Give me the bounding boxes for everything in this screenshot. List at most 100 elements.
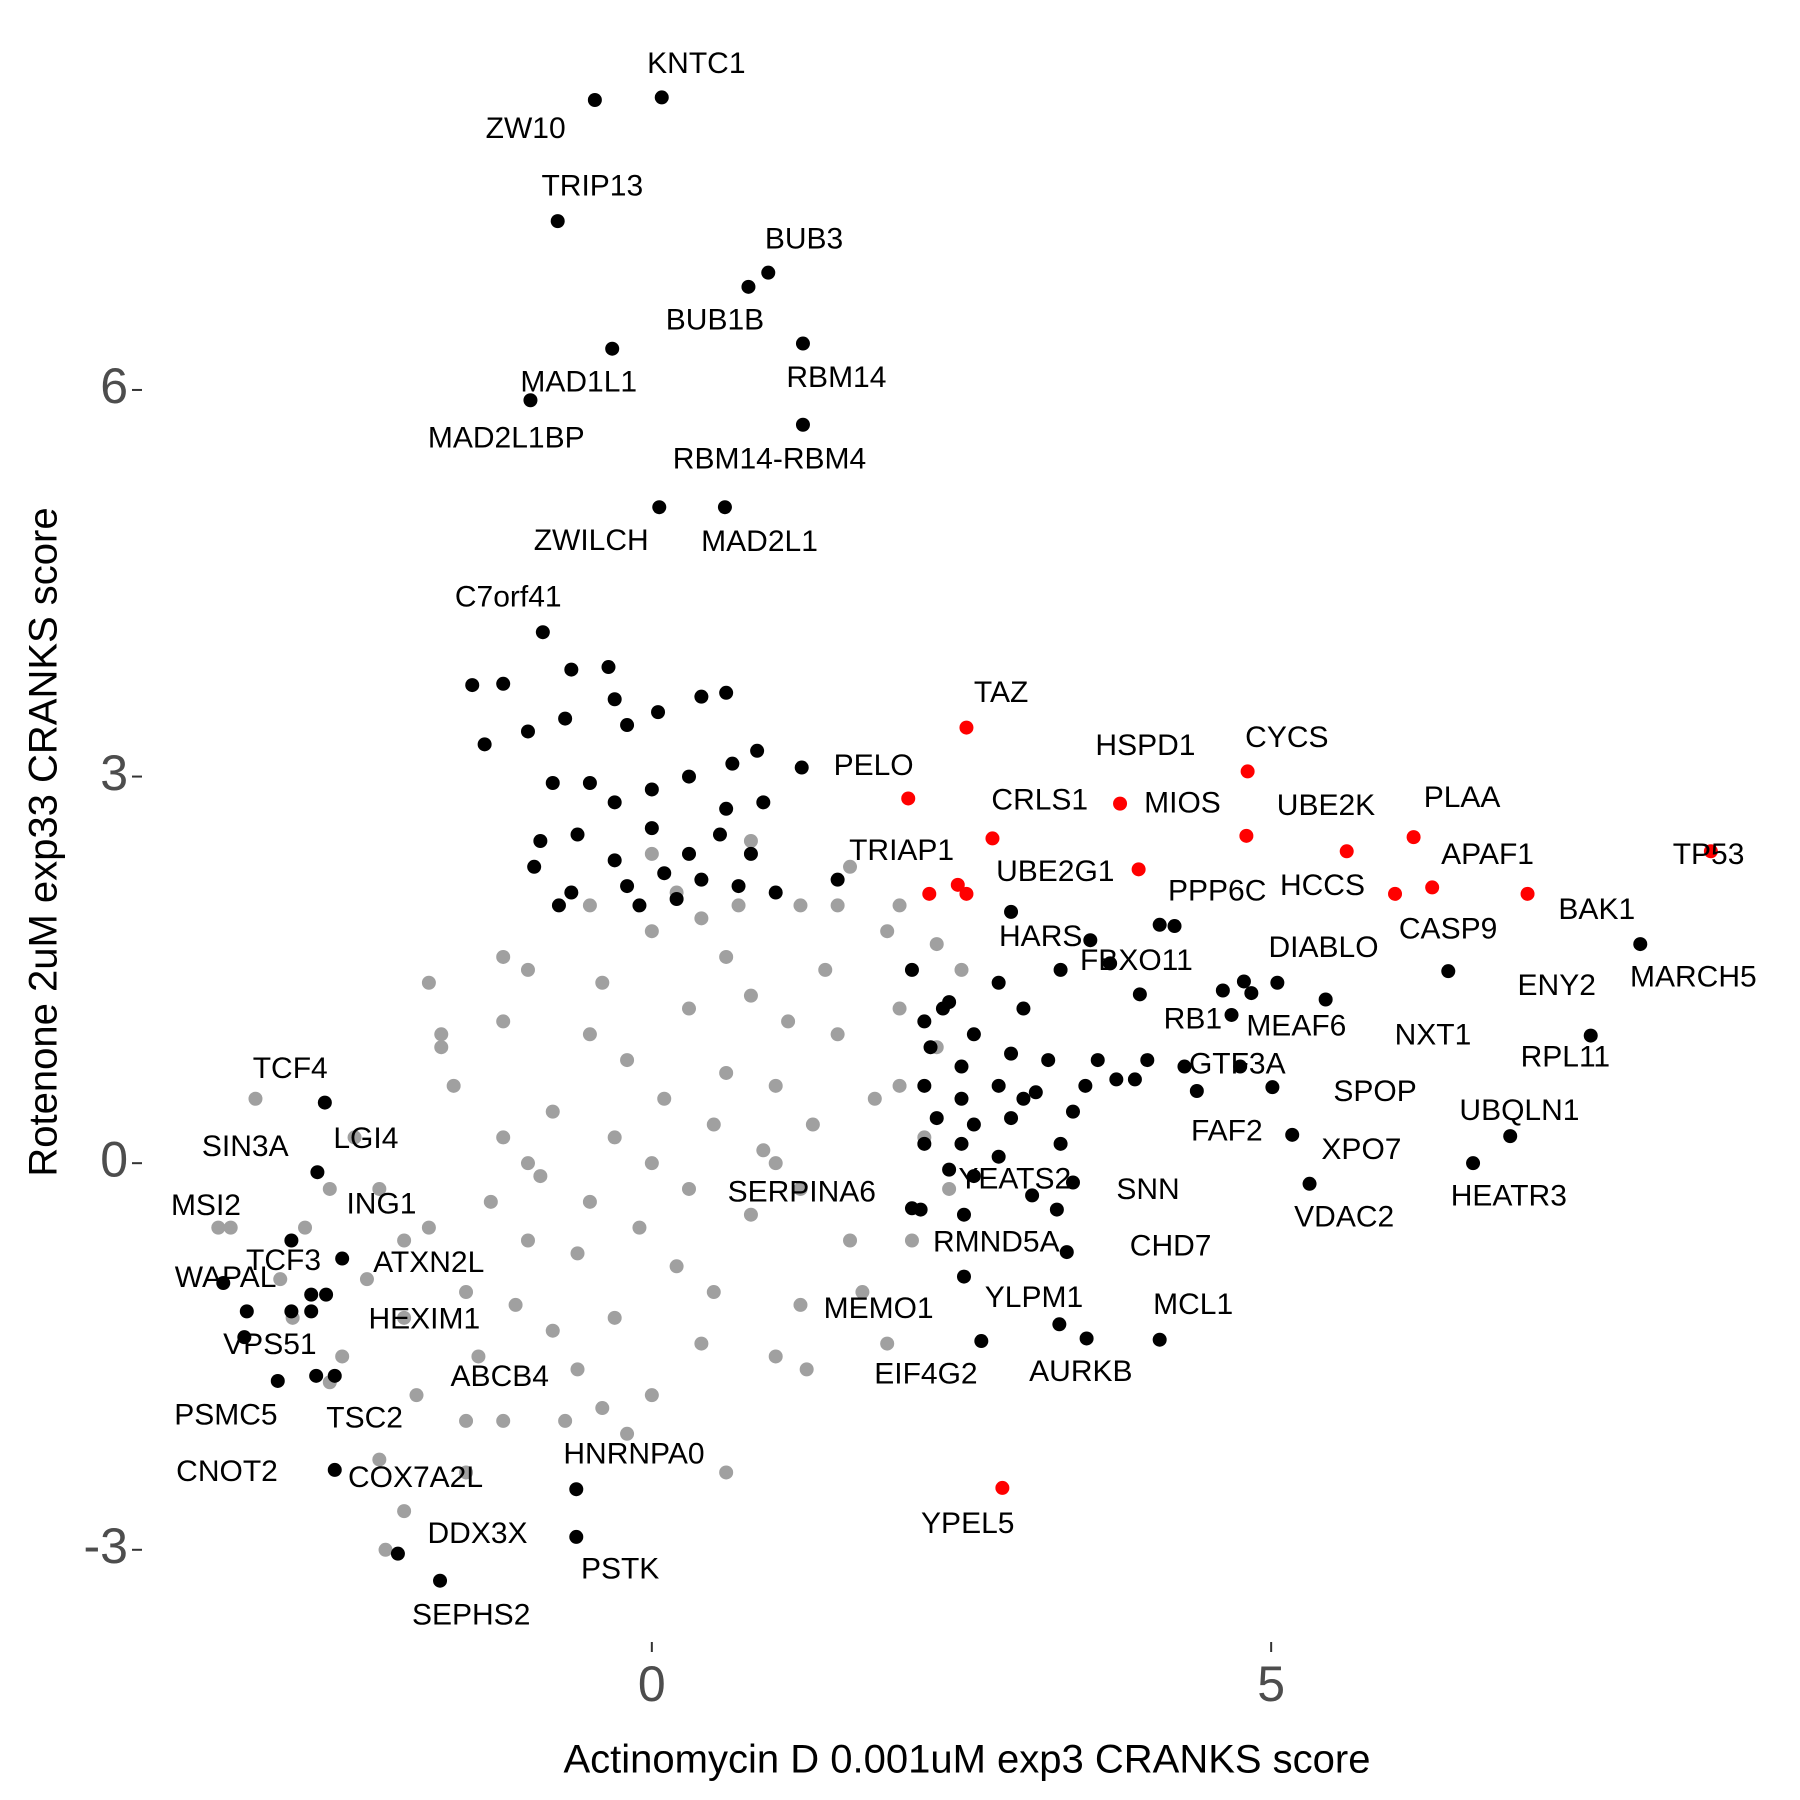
point	[935, 1001, 950, 1016]
point	[1466, 1156, 1481, 1171]
point	[954, 1059, 969, 1074]
point	[843, 1233, 858, 1248]
point	[347, 1130, 362, 1145]
point-label: KNTC1	[647, 47, 745, 80]
point	[651, 705, 666, 720]
point-label: ZWILCH	[534, 524, 649, 557]
point	[956, 1269, 971, 1284]
point	[533, 1169, 548, 1184]
point	[520, 1233, 535, 1248]
point	[1103, 956, 1118, 971]
point	[372, 1181, 387, 1196]
point-label: HARS	[999, 920, 1082, 953]
point	[830, 1027, 845, 1042]
point-label: TRIP13	[541, 170, 643, 203]
point	[496, 1413, 511, 1428]
point	[620, 718, 635, 733]
point	[1583, 1028, 1598, 1043]
point	[654, 90, 669, 105]
point	[327, 1462, 342, 1477]
point-label: RBM14	[786, 361, 886, 394]
point-label: WAPAL	[175, 1261, 277, 1294]
point	[950, 877, 965, 892]
point	[794, 760, 809, 775]
point	[743, 1207, 758, 1222]
point	[904, 962, 919, 977]
point	[304, 1287, 319, 1302]
point-label: UBE2K	[1277, 789, 1375, 822]
point-label: UBE2G1	[996, 855, 1114, 888]
point	[304, 1304, 319, 1319]
point	[904, 1233, 919, 1248]
point	[239, 1304, 254, 1319]
point-label: HCCS	[1280, 869, 1365, 902]
point	[1425, 880, 1440, 895]
point	[799, 1362, 814, 1377]
point	[644, 846, 659, 861]
point	[1339, 844, 1354, 859]
point-label: TSC2	[326, 1402, 403, 1435]
point	[892, 898, 907, 913]
point	[496, 1014, 511, 1029]
point	[558, 711, 573, 726]
point	[248, 1091, 263, 1106]
point-label: CASP9	[1399, 913, 1497, 946]
point	[901, 791, 916, 806]
point	[284, 1304, 299, 1319]
point-label: ING1	[346, 1188, 416, 1221]
point	[620, 1053, 635, 1068]
point	[880, 1336, 895, 1351]
point	[570, 827, 585, 842]
point	[712, 827, 727, 842]
point	[558, 1413, 573, 1428]
point-label: YEATS2	[958, 1162, 1071, 1195]
point	[644, 821, 659, 836]
point	[719, 1465, 734, 1480]
point-label: YPEL5	[921, 1507, 1014, 1540]
point	[966, 1117, 981, 1132]
point	[743, 846, 758, 861]
point	[1113, 796, 1128, 811]
point	[719, 801, 734, 816]
point	[880, 924, 895, 939]
point	[966, 1169, 981, 1184]
point	[991, 1078, 1006, 1093]
point	[570, 1246, 585, 1261]
point	[582, 898, 597, 913]
point-label: CRLS1	[991, 783, 1088, 816]
point	[1028, 1085, 1043, 1100]
point	[309, 1368, 324, 1383]
point	[1503, 1129, 1518, 1144]
point-label: MAD2L1	[701, 525, 818, 558]
point-label: BUB1B	[666, 303, 764, 336]
point-label: PSTK	[581, 1552, 659, 1585]
point	[694, 872, 709, 887]
point	[756, 795, 771, 810]
point	[1053, 962, 1068, 977]
point	[669, 891, 684, 906]
point	[545, 776, 560, 791]
point	[378, 1542, 393, 1557]
point	[706, 1285, 721, 1300]
point	[793, 1297, 808, 1312]
point	[706, 1117, 721, 1132]
point-label: YLPM1	[985, 1281, 1083, 1314]
point-label: LGI4	[333, 1122, 398, 1155]
point	[273, 1272, 288, 1287]
point	[582, 1027, 597, 1042]
point	[582, 776, 597, 791]
point	[1049, 1202, 1064, 1217]
point-label: BAK1	[1558, 893, 1635, 926]
point	[761, 265, 776, 280]
point-label: BUB3	[765, 222, 843, 255]
point	[795, 417, 810, 432]
point	[995, 1480, 1010, 1495]
point	[605, 341, 620, 356]
point	[459, 1465, 474, 1480]
point	[446, 1078, 461, 1093]
point-label: GTF3A	[1189, 1048, 1286, 1081]
point	[719, 1065, 734, 1080]
point-label: MIOS	[1144, 787, 1221, 820]
point	[1189, 1084, 1204, 1099]
